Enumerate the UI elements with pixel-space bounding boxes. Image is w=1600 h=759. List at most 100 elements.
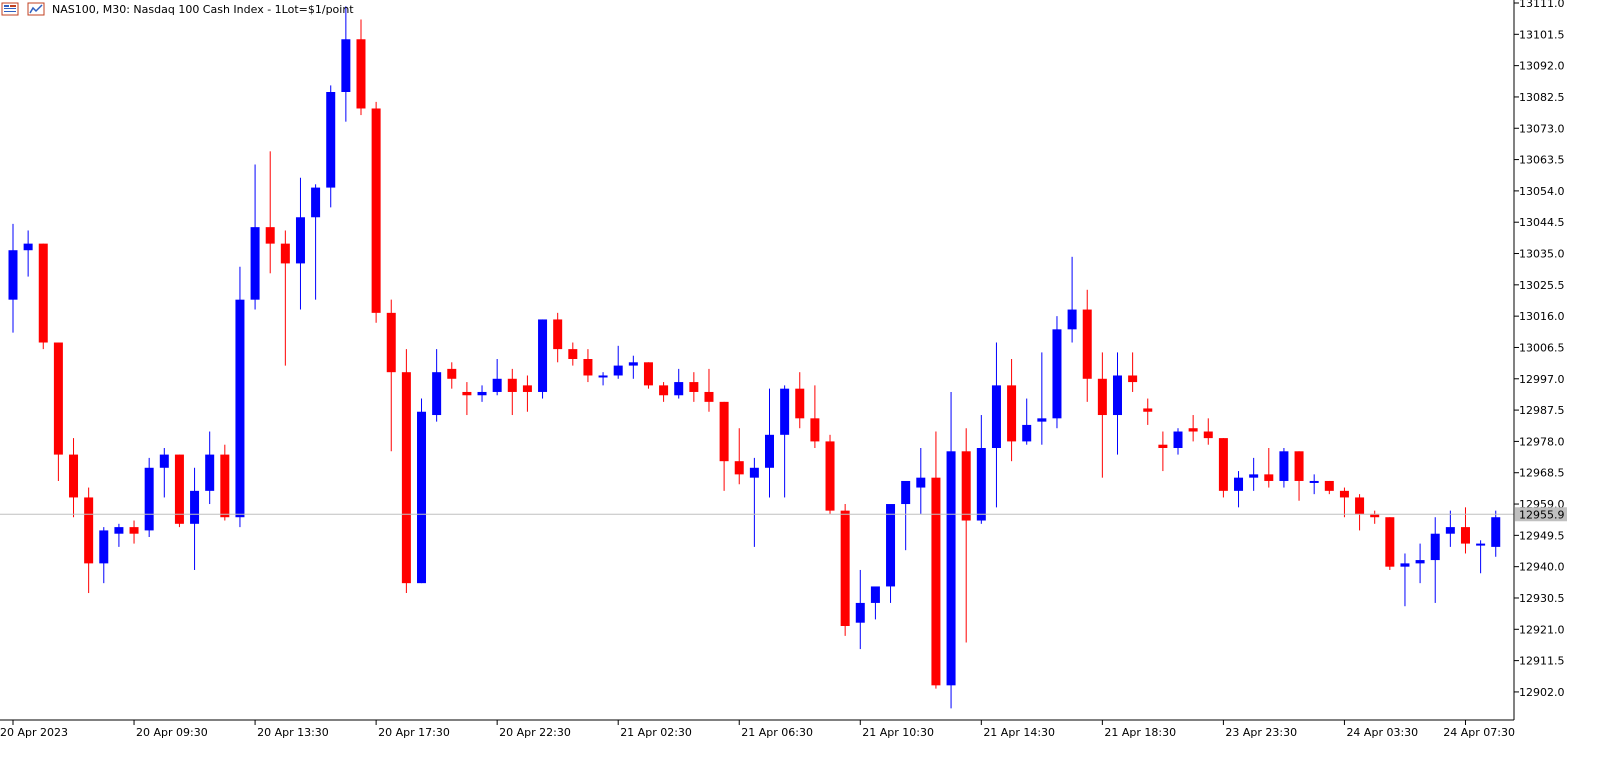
candle: [1143, 398, 1153, 425]
candle: [114, 523, 124, 547]
time-tick-label: 20 Apr 17:30: [378, 726, 450, 739]
candle: [250, 164, 260, 310]
candle-body: [235, 299, 245, 518]
candle: [220, 444, 230, 521]
price-tick-label: 12987.5: [1519, 404, 1565, 417]
candle: [734, 428, 744, 485]
candle: [341, 6, 351, 122]
candle: [432, 349, 442, 422]
candle: [1052, 316, 1062, 429]
candle-body: [8, 250, 18, 300]
candle: [1067, 256, 1077, 343]
candle-body: [1249, 474, 1259, 478]
candle: [371, 101, 381, 323]
candle: [477, 385, 487, 402]
candle: [659, 382, 669, 402]
current-price-label: 12955.9: [1515, 507, 1567, 522]
price-axis[interactable]: 13111.0 13101.5 13092.0 13082.5 13073.0 13063…: [1514, 0, 1565, 699]
candle-body: [326, 92, 336, 188]
candle-body: [38, 243, 48, 343]
candle: [1037, 352, 1047, 445]
candle-body: [749, 467, 759, 478]
candle-body: [886, 504, 896, 587]
candle-body: [84, 497, 94, 564]
candle-body: [689, 382, 699, 392]
candle-body: [1324, 480, 1334, 491]
candle: [447, 362, 457, 389]
candle-body: [417, 411, 427, 584]
candle-body: [825, 441, 835, 511]
candle: [538, 319, 548, 399]
time-tick-label: 24 Apr 07:30: [1443, 726, 1515, 739]
candle-body: [1188, 428, 1198, 432]
chart-properties-icon[interactable]: [27, 2, 45, 16]
candle: [1460, 507, 1470, 554]
candle-body: [583, 359, 593, 376]
candle: [553, 312, 563, 363]
candle: [1218, 438, 1228, 498]
candle-body: [1097, 378, 1107, 416]
candle: [326, 85, 336, 208]
price-tick-label: 13063.5: [1519, 154, 1565, 167]
tile-windows-icon[interactable]: [1, 2, 19, 16]
candle: [886, 504, 896, 603]
candle: [38, 243, 48, 350]
candle: [598, 372, 608, 386]
time-tick-label: 20 Apr 09:30: [136, 726, 208, 739]
candle: [205, 431, 215, 505]
candle: [507, 368, 517, 416]
candle-body: [53, 342, 63, 455]
candle: [689, 372, 699, 402]
candle-body: [991, 385, 1001, 448]
candle-body: [946, 451, 956, 686]
candle-body: [1037, 418, 1047, 422]
candle-body: [1052, 329, 1062, 419]
candle-body: [916, 477, 926, 488]
time-tick-label: 21 Apr 14:30: [983, 726, 1055, 739]
candle-body: [628, 362, 638, 366]
candle-body: [265, 227, 275, 244]
candle-body: [976, 448, 986, 521]
candle-body: [780, 388, 790, 435]
candle-body: [1264, 474, 1274, 481]
candle: [643, 362, 653, 389]
candle: [991, 342, 1001, 508]
candle: [174, 454, 184, 528]
time-axis[interactable]: 20 Apr 2023 20 Apr 09:30 20 Apr 13:30 20 Ap…: [0, 720, 1515, 739]
time-tick-label: 21 Apr 18:30: [1104, 726, 1176, 739]
candle-body: [901, 480, 911, 505]
candle: [84, 487, 94, 594]
candle-body: [704, 391, 714, 402]
candle: [1491, 510, 1501, 557]
price-tick-label: 13092.0: [1519, 60, 1565, 73]
candle-body: [99, 530, 109, 564]
candle-body: [538, 319, 548, 392]
candle-body: [280, 243, 290, 264]
price-tick-label: 13111.0: [1519, 0, 1565, 10]
price-tick-label: 12997.0: [1519, 373, 1565, 386]
candle: [1128, 352, 1138, 392]
candle: [976, 415, 986, 524]
candle: [674, 368, 684, 399]
candle-body: [311, 187, 321, 218]
candle-body: [855, 602, 865, 623]
candle: [522, 375, 532, 412]
candle-body: [371, 108, 381, 313]
candle-body: [1203, 431, 1213, 439]
candle: [1022, 398, 1032, 445]
candle: [1007, 359, 1017, 462]
candle: [1430, 517, 1440, 603]
candle-body: [1234, 477, 1244, 491]
candle-body: [1082, 309, 1092, 379]
time-tick-label: 20 Apr 13:30: [257, 726, 329, 739]
candle: [1324, 480, 1334, 495]
candle-body: [1309, 480, 1319, 483]
candle: [1082, 289, 1092, 402]
candle: [1355, 494, 1365, 531]
candle: [1264, 448, 1274, 488]
candle-body: [1445, 527, 1455, 534]
candle: [401, 349, 411, 594]
candle: [840, 504, 850, 636]
candle: [1385, 517, 1395, 570]
